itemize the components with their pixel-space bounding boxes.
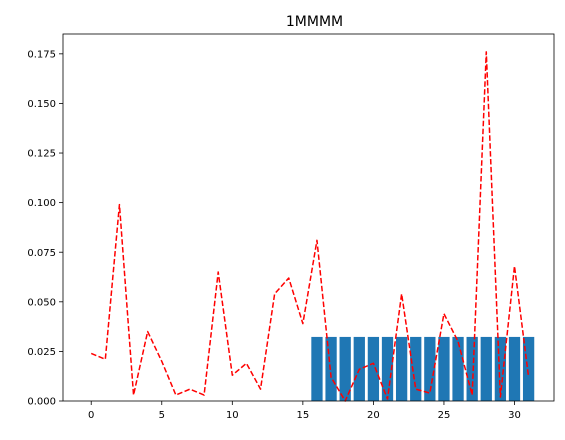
x-tick-label: 10 (226, 410, 239, 421)
bar (395, 336, 408, 401)
bar (410, 336, 422, 401)
y-tick-label: 0.150 (27, 99, 56, 110)
x-tick-label: 15 (296, 410, 309, 421)
bar (367, 336, 380, 401)
series-line (90, 51, 530, 402)
bar (522, 336, 535, 401)
y-tick-label: 0.100 (27, 198, 56, 209)
y-tick-label: 0.000 (27, 397, 56, 408)
bar (381, 336, 394, 401)
bar (508, 336, 521, 401)
x-tick-label: 5 (159, 410, 165, 421)
bar (339, 336, 351, 401)
bar (466, 336, 478, 401)
bar (438, 336, 450, 401)
y-tick-label: 0.125 (27, 149, 56, 160)
x-tick-label: 20 (367, 410, 380, 421)
axes-layer: 0 5 10 15 20 25 30 0.000 0.025 0.050 0.075 0.100 0.1… (27, 33, 555, 421)
x-tick-label: 30 (508, 410, 521, 421)
y-tick-label: 0.175 (27, 49, 56, 60)
bar (424, 336, 436, 401)
bar (480, 336, 492, 401)
y-tick-label: 0.075 (27, 248, 56, 259)
x-tick-label: 0 (88, 410, 94, 421)
bar (452, 336, 464, 401)
bar (325, 336, 337, 401)
chart-title: 1MMMM (286, 14, 343, 30)
y-tick-label: 0.050 (27, 297, 56, 308)
plot-frame (62, 33, 555, 402)
y-tick-label: 0.025 (27, 347, 56, 358)
bar (311, 336, 323, 401)
bar (494, 336, 507, 401)
x-tick-label: 25 (438, 410, 451, 421)
line-layer (90, 51, 530, 402)
